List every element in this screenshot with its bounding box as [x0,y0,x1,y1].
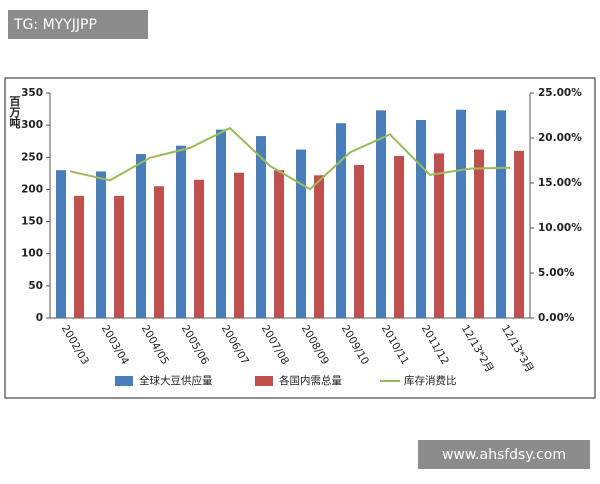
legend-swatch [115,376,133,386]
bar [496,110,506,318]
y-tick-label: 250 [21,151,43,163]
bar [434,153,444,318]
bar [256,136,266,318]
y2-tick-label: 20.00% [538,132,582,144]
bar [96,171,106,318]
bar [194,179,204,318]
bar [136,154,146,318]
bar [74,195,84,318]
tag-text: TG: MYYJJPP [13,17,97,33]
x-tick-label: 2005/06 [179,323,211,367]
bar [336,123,346,318]
bar [296,149,306,318]
bar [314,175,324,318]
y-tick-label: 50 [28,280,43,292]
bar [394,156,404,318]
y-tick-label: 150 [21,216,43,228]
x-tick-label: 2004/05 [139,323,171,367]
y2-tick-label: 15.00% [538,177,582,189]
bar [474,149,484,318]
bar [274,170,284,318]
y-axis-label: 百万吨 [8,95,22,129]
watermark-box [418,440,590,469]
watermark-text: www.ahsfdsy.com [442,447,566,463]
x-tick-label: 2010/11 [379,323,411,367]
bar [514,150,524,318]
legend-label: 全球大豆供应量 [139,374,213,387]
bar [416,120,426,318]
bar [176,145,186,318]
y-tick-label: 350 [21,87,43,99]
x-tick-label: 12/13*2月 [459,323,496,375]
line [69,126,511,191]
y-tick-label: 200 [21,183,43,195]
y-tick-label: 100 [21,248,43,260]
x-tick-label: 12/13*3月 [499,323,536,375]
bar [154,186,164,318]
legend-label: 库存消费比 [404,374,457,387]
legend-label: 各国内需总量 [279,374,342,387]
bar [456,109,466,318]
bar [376,110,386,318]
bar [216,129,226,318]
chart-frame [4,77,596,399]
bar [114,195,124,318]
bar [56,170,66,318]
tag-box [8,10,148,39]
legend-swatch [255,376,273,386]
x-tick-label: 2009/10 [339,323,371,367]
bar [354,165,364,318]
x-tick-label: 2003/04 [99,323,131,367]
y-tick-label: 300 [21,119,43,131]
x-tick-label: 2002/03 [59,323,91,367]
y-tick-label: 0 [36,312,43,324]
x-tick-label: 2011/12 [419,323,451,367]
x-tick-label: 2007/08 [259,323,291,367]
bar [234,172,244,318]
y2-tick-label: 0.00% [538,312,575,324]
y2-tick-label: 10.00% [538,222,582,234]
y2-tick-label: 5.00% [538,267,575,279]
y2-tick-label: 25.00% [538,87,582,99]
x-tick-label: 2008/09 [299,323,331,367]
x-tick-label: 2006/07 [219,323,251,367]
